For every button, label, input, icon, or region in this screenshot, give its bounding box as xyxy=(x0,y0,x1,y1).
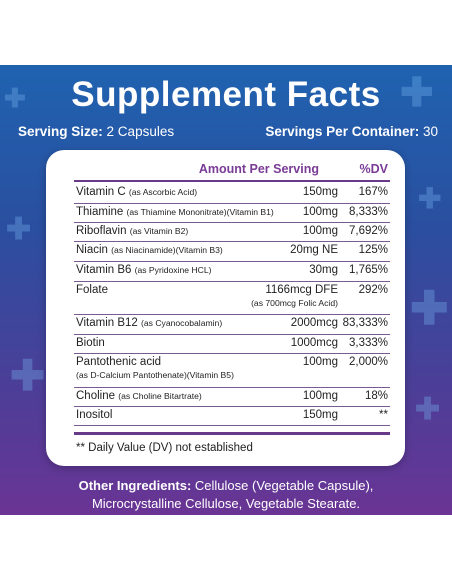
nutrient-name: Choline (as Choline Bitartrate) xyxy=(76,390,202,402)
nutrient-dv: 125% xyxy=(358,244,388,256)
footnote: ** Daily Value (DV) not established xyxy=(76,442,253,454)
serving-size-label: Serving Size: xyxy=(18,124,103,139)
servings-per-container-label: Servings Per Container: xyxy=(265,124,420,139)
nutrient-amount: 20mg NE xyxy=(290,244,338,256)
nutrient-amount: 100mg xyxy=(302,356,338,368)
table-row: Vitamin B6 (as Pyridoxine HCL) 30mg 1,765% xyxy=(74,261,390,282)
nutrient-label: Vitamin B12 xyxy=(76,317,138,329)
table-row: Pantothenic acid (as D-Calcium Pantothena… xyxy=(74,353,390,388)
other-ingredients-label: Other Ingredients: xyxy=(78,478,192,493)
table-row: Folate 1166mcg DFE (as 700mcg Folic Acid) 2… xyxy=(74,281,390,315)
cross-decoration-icon: ✚ xyxy=(6,213,32,246)
table-row: Thiamine (as Thiamine Mononitrate)(Vitam… xyxy=(74,203,390,223)
nutrient-detail: (as Niacinamide)(Vitamin B3) xyxy=(111,245,223,255)
nutrient-detail: (as Cyanocobalamin) xyxy=(141,318,223,328)
nutrient-dv: 167% xyxy=(358,186,388,198)
serving-size: Serving Size: 2 Capsules xyxy=(18,124,174,139)
page-title: Supplement Facts xyxy=(71,75,381,114)
nutrient-detail: (as Ascorbic Acid) xyxy=(128,187,198,197)
nutrient-name: Riboflavin (as Vitamin B2) xyxy=(76,225,188,237)
nutrient-name: Vitamin B12 (as Cyanocobalamin) xyxy=(76,317,222,329)
nutrient-dv: ** xyxy=(379,409,388,421)
nutrient-name: Pantothenic acid xyxy=(76,356,161,368)
servings-per-container-value: 30 xyxy=(422,124,438,139)
facts-table-card: Amount Per Serving %DV Vitamin C (as Asc… xyxy=(46,150,405,466)
nutrient-amount: 30mg xyxy=(309,264,338,276)
nutrient-detail: (as Thiamine Mononitrate)(Vitamin B1) xyxy=(126,207,274,217)
header-divider xyxy=(74,180,390,182)
nutrient-detail: (as Choline Bitartrate) xyxy=(118,391,202,401)
nutrient-dv: 18% xyxy=(364,390,388,402)
nutrient-name: Thiamine (as Thiamine Mononitrate)(Vitam… xyxy=(76,206,274,218)
nutrient-dv: 292% xyxy=(358,284,388,296)
nutrient-label: Vitamin B6 xyxy=(76,264,132,276)
nutrient-name: Folate xyxy=(76,284,108,296)
dv-header: %DV xyxy=(359,162,388,176)
nutrient-amount: 100mg xyxy=(302,225,338,237)
nutrient-label: Thiamine xyxy=(76,206,124,218)
other-ingredients-line2: Microcrystalline Cellulose, Vegetable St… xyxy=(91,496,361,511)
nutrient-amount: 100mg xyxy=(302,390,338,402)
table-row: Niacin (as Niacinamide)(Vitamin B3) 20mg … xyxy=(74,241,390,262)
nutrient-dv: 8,333% xyxy=(348,206,388,218)
nutrient-label: Vitamin C xyxy=(76,186,126,198)
nutrient-amount-detail: (as 700mcg Folic Acid) xyxy=(251,298,338,308)
nutrient-detail: (as Pyridoxine HCL) xyxy=(134,265,212,275)
nutrient-label: Pantothenic acid xyxy=(76,356,162,368)
nutrient-label: Inositol xyxy=(76,409,113,421)
cross-decoration-icon: ✚ xyxy=(10,352,46,399)
serving-size-value: 2 Capsules xyxy=(106,124,175,139)
nutrient-amount: 150mg xyxy=(302,409,338,421)
footer-divider xyxy=(74,432,390,435)
other-ingredients-line1: Cellulose (Vegetable Capsule), xyxy=(194,478,374,493)
cross-decoration-icon: ✚ xyxy=(400,71,434,115)
table-row: Vitamin B12 (as Cyanocobalamin) 2000mcg 83… xyxy=(74,314,390,335)
nutrient-detail: (as Vitamin B2) xyxy=(129,226,189,236)
table-row: Riboflavin (as Vitamin B2) 100mg 7,692% xyxy=(74,222,390,242)
nutrient-dv: 7,692% xyxy=(348,225,388,237)
nutrient-amount: 100mg xyxy=(302,206,338,218)
table-row: Biotin 1000mcg 3,333% xyxy=(74,334,390,354)
nutrient-amount: 1000mcg xyxy=(290,337,338,349)
nutrient-dv: 2,000% xyxy=(348,356,388,368)
table-row: Choline (as Choline Bitartrate) 100mg 18% xyxy=(74,387,390,407)
nutrient-label: Niacin xyxy=(76,244,108,256)
nutrient-label: Folate xyxy=(76,284,108,296)
cross-decoration-icon: ✚ xyxy=(4,83,26,113)
nutrient-subdetail: (as D-Calcium Pantothenate)(Vitamin B5) xyxy=(76,370,234,380)
nutrient-name: Vitamin B6 (as Pyridoxine HCL) xyxy=(76,264,212,276)
nutrient-label: Choline xyxy=(76,390,115,402)
nutrient-label: Riboflavin xyxy=(76,225,127,237)
nutrient-dv: 83,333% xyxy=(342,317,388,329)
nutrient-dv: 1,765% xyxy=(348,264,388,276)
nutrient-amount: 150mg xyxy=(302,186,338,198)
nutrient-label: Biotin xyxy=(76,337,105,349)
nutrient-name: Vitamin C (as Ascorbic Acid) xyxy=(76,186,197,198)
supplement-facts-panel: ✚ ✚ ✚ ✚ ✚ ✚ ✚ Supplement Facts Serving S… xyxy=(0,65,452,515)
nutrient-amount: 2000mcg xyxy=(290,317,338,329)
servings-per-container: Servings Per Container: 30 xyxy=(265,124,438,139)
cross-decoration-icon: ✚ xyxy=(415,393,441,426)
nutrient-amount: 1166mcg DFE xyxy=(265,284,338,296)
cross-decoration-icon: ✚ xyxy=(410,282,449,334)
nutrient-dv: 3,333% xyxy=(348,337,388,349)
nutrient-name: Biotin xyxy=(76,337,105,349)
nutrient-name: Niacin (as Niacinamide)(Vitamin B3) xyxy=(76,244,223,256)
cross-decoration-icon: ✚ xyxy=(418,183,442,214)
table-row: Inositol 150mg ** xyxy=(74,406,390,426)
nutrient-name: Inositol xyxy=(76,409,112,421)
other-ingredients: Other Ingredients: Cellulose (Vegetable … xyxy=(0,477,452,513)
table-row: Vitamin C (as Ascorbic Acid) 150mg 167% xyxy=(74,183,390,204)
amount-per-serving-header: Amount Per Serving xyxy=(198,162,319,176)
